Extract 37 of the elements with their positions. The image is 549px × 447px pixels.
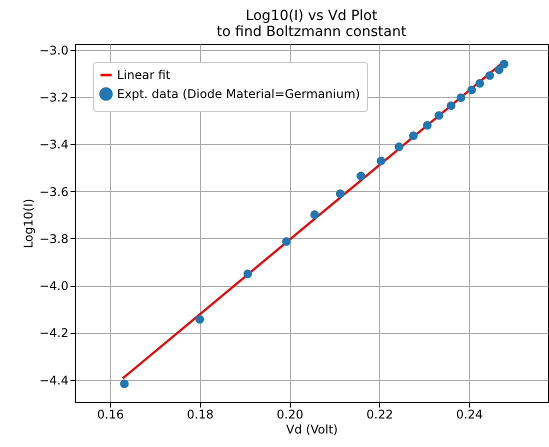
point <box>310 210 319 219</box>
y-tick-label: −3.6 <box>39 184 68 199</box>
y-tick-label: −3.0 <box>39 43 68 58</box>
point <box>282 237 291 246</box>
legend-label: Expt. data (Diode Material=Germanium) <box>117 87 360 101</box>
y-tick-label: −4.0 <box>39 279 68 294</box>
point <box>195 314 204 324</box>
point <box>394 142 404 152</box>
x-tick-label: 0.22 <box>366 408 394 422</box>
y-tick-label: −3.4 <box>39 138 68 152</box>
point <box>376 156 386 166</box>
point <box>336 189 345 198</box>
y-tick-label: −4.2 <box>39 326 68 340</box>
point <box>494 65 504 74</box>
legend-label: Linear fit <box>117 68 171 82</box>
x-tick-label: 0.20 <box>276 408 304 422</box>
x-tick-label: 0.24 <box>456 408 483 422</box>
point <box>120 380 129 388</box>
point <box>422 120 432 130</box>
y-tick-label: −3.2 <box>39 90 68 105</box>
y-axis-title: Log10(I) <box>21 198 36 248</box>
point <box>467 86 476 94</box>
x-axis-title: Vd (Volt) <box>286 422 338 436</box>
point <box>456 93 466 102</box>
x-tick-label: 0.16 <box>97 408 124 422</box>
point <box>243 269 252 278</box>
point <box>475 79 484 88</box>
point <box>434 111 444 120</box>
y-tick-label: −4.4 <box>39 373 68 388</box>
point <box>500 60 508 68</box>
point <box>446 101 456 110</box>
point <box>409 131 418 140</box>
y-tick-label: −3.8 <box>39 232 68 246</box>
chart-title: Log10(I) vs Vd Plot to find Boltzmann constant <box>216 8 407 40</box>
point <box>356 172 366 180</box>
x-tick-label: 0.18 <box>186 408 214 422</box>
point <box>485 71 494 80</box>
